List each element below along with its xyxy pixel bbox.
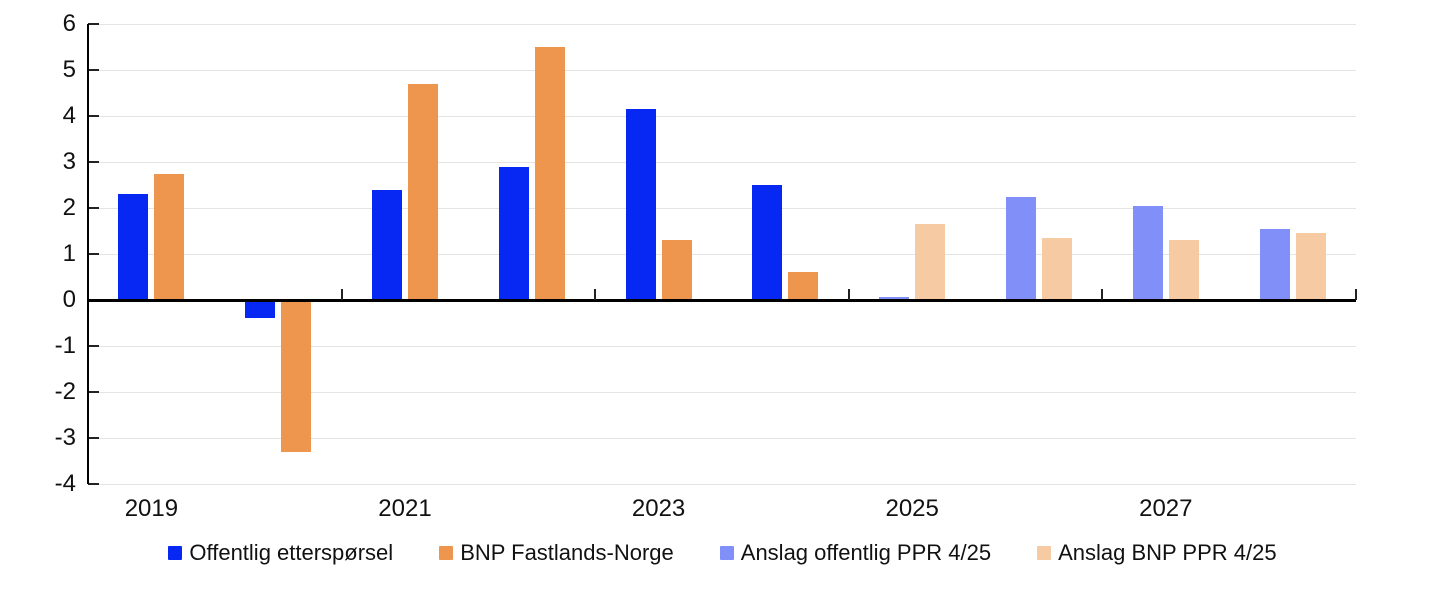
legend-label: Offentlig etterspørsel: [189, 540, 394, 565]
bar-2027-series2: [1132, 205, 1163, 300]
x-axis-tick: [594, 289, 597, 300]
x-axis-label: 2021: [378, 495, 432, 522]
legend-swatch-icon: [1037, 546, 1052, 560]
y-axis-label: 0: [62, 286, 76, 313]
legend-swatch-icon: [719, 546, 734, 560]
x-axis-tick: [340, 289, 343, 300]
gridline: [88, 391, 1356, 393]
gridline: [88, 23, 1356, 25]
y-axis-label: -3: [54, 424, 76, 451]
bar-2020-series1: [281, 300, 312, 452]
legend-label: Anslag offentlig PPR 4/25: [740, 540, 992, 565]
legend-label: Anslag BNP PPR 4/25: [1058, 540, 1277, 565]
x-axis-label: 2023: [631, 495, 686, 522]
legend-item-series2[interactable]: Anslag offentlig PPR 4/25: [719, 540, 992, 566]
y-axis-label: 4: [62, 102, 76, 129]
y-axis-tick: [88, 391, 99, 393]
y-axis-label: 6: [62, 10, 76, 37]
x-axis-tick: [847, 289, 850, 300]
bar-2028-series2: [1259, 228, 1290, 300]
legend-swatch-icon: [168, 546, 183, 560]
y-axis-line: [86, 24, 89, 484]
y-axis-label: 3: [62, 148, 76, 175]
bar-2019-series0: [118, 194, 149, 300]
y-axis-label: -1: [54, 332, 76, 359]
bar-2021-series0: [372, 189, 402, 300]
bar-2023-series1: [661, 240, 692, 300]
y-axis-tick: [88, 437, 99, 439]
gridline: [88, 69, 1356, 71]
x-axis-tick: [1101, 289, 1104, 300]
bar-2021-series1: [408, 83, 438, 300]
bar-2020-series0: [245, 300, 276, 319]
bar-2024-series0: [752, 185, 783, 300]
y-axis-tick: [88, 69, 99, 71]
bar-2022-series0: [498, 166, 529, 300]
x-axis-zero-line: [88, 298, 1356, 302]
legend-item-series1[interactable]: BNP Fastlands-Norge: [439, 540, 674, 566]
x-axis-tick: [1355, 289, 1357, 300]
y-axis-tick: [88, 483, 99, 485]
y-axis-tick: [88, 115, 99, 117]
gridline: [88, 483, 1356, 485]
gridline: [88, 345, 1356, 347]
legend-swatch-icon: [439, 546, 454, 560]
legend-item-series0[interactable]: Offentlig etterspørsel: [168, 540, 393, 566]
bar-2025-series3: [915, 224, 946, 300]
chart-legend: Offentlig etterspørsel BNP Fastlands-Norg…: [0, 537, 1445, 569]
bar-2022-series1: [534, 47, 565, 300]
bar-2023-series0: [625, 109, 656, 300]
x-axis-label: 2019: [124, 495, 179, 522]
gridline: [88, 115, 1356, 117]
y-axis-label: -2: [54, 378, 76, 405]
bar-2028-series3: [1295, 233, 1326, 300]
y-axis-tick: [88, 23, 99, 25]
gridline: [88, 161, 1356, 163]
bar-2026-series2: [1006, 196, 1036, 300]
bar-2027-series3: [1168, 240, 1199, 300]
x-axis-label: 2025: [885, 495, 939, 522]
y-axis-tick: [88, 207, 99, 209]
y-axis-label: 1: [62, 240, 76, 267]
bar-2024-series1: [788, 272, 819, 300]
gridline: [88, 207, 1356, 209]
bar-2026-series3: [1042, 237, 1072, 300]
y-axis-label: 2: [62, 194, 76, 221]
y-axis-tick: [88, 161, 99, 163]
x-axis-label: 2027: [1139, 495, 1193, 522]
gridline: [88, 253, 1356, 255]
legend-item-series3[interactable]: Anslag BNP PPR 4/25: [1037, 540, 1277, 566]
y-axis-label: -4: [54, 470, 76, 497]
y-axis-label: 5: [62, 56, 76, 83]
bar-2019-series1: [154, 173, 185, 300]
y-axis-tick: [88, 345, 99, 347]
y-axis-tick: [88, 253, 99, 255]
legend-label: BNP Fastlands-Norge: [460, 540, 674, 565]
gridline: [88, 437, 1356, 439]
